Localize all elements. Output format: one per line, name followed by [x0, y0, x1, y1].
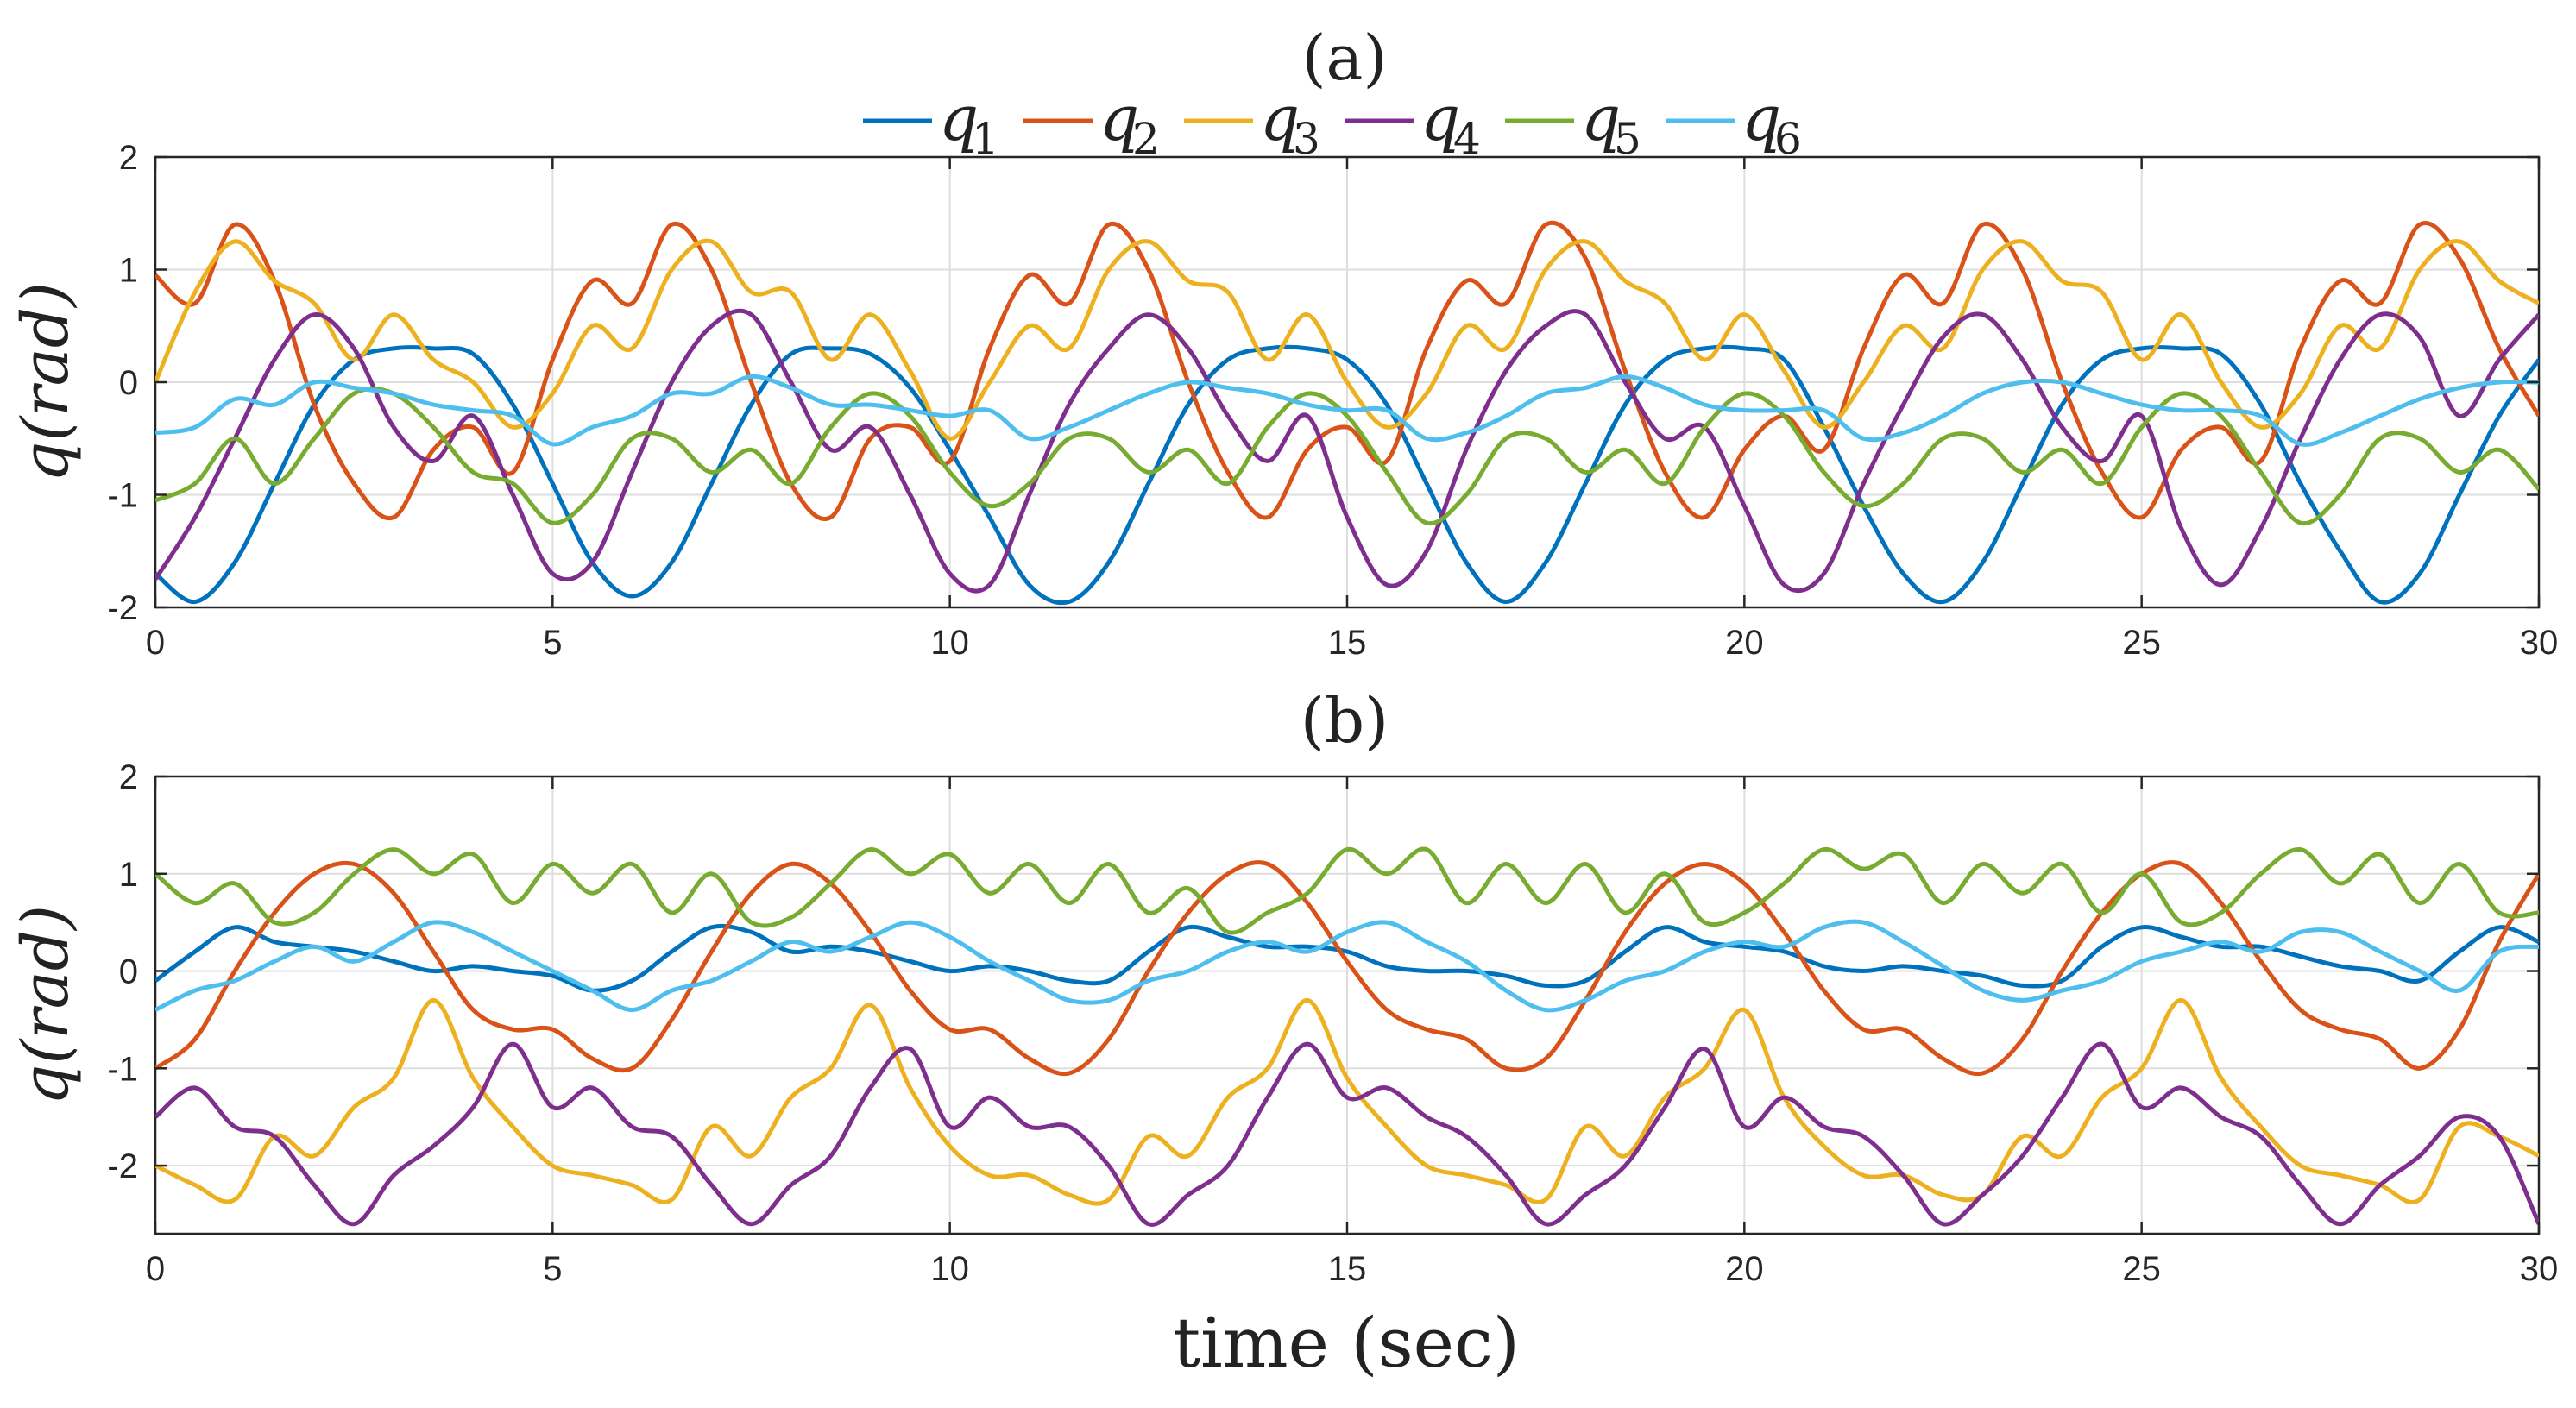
series-line-q5	[155, 846, 2539, 935]
panel-a-title: (a)	[1301, 22, 1387, 94]
panel-b-title: (b)	[1301, 684, 1389, 757]
series-line-q2	[155, 860, 2539, 1077]
x-tick-label: 0	[146, 1250, 165, 1288]
panel-b: (b) 0 5 10 15 20 25 30 -2 -1 0 1 2 q(rad) time (sec…	[9, 684, 2558, 1383]
series-line-q4	[155, 1041, 2539, 1227]
x-tick-label: 20	[1725, 624, 1764, 662]
panel-a-ticks: 0 5 10 15 20 25 30 -2 -1 0 1 2	[107, 139, 2558, 662]
series-line-q4	[155, 308, 2539, 594]
series-line-q1	[155, 344, 2539, 606]
legend-label-q6: q	[1741, 82, 1781, 154]
legend-label-q1: q	[939, 82, 979, 154]
series-line-q6	[155, 919, 2539, 1013]
panel-a-series	[155, 220, 2539, 606]
x-tick-label: 0	[146, 624, 165, 662]
x-tick-label: 30	[2520, 1250, 2559, 1288]
y-tick-label: 1	[119, 252, 138, 290]
legend-sub-q6: 6	[1774, 114, 1802, 164]
x-tick-label: 25	[2122, 624, 2161, 662]
y-tick-label: -1	[107, 477, 138, 515]
legend-label-q5: q	[1581, 82, 1621, 154]
panel-a-grid	[155, 157, 2539, 607]
legend-label-q3: q	[1260, 82, 1300, 154]
x-tick-label: 5	[543, 624, 562, 662]
legend: q1 q2 q3 q4 q5 q6	[863, 82, 1802, 164]
series-line-q5	[155, 386, 2539, 526]
y-tick-label: -2	[107, 1147, 138, 1185]
series-line-q1	[155, 923, 2539, 993]
y-tick-label: 2	[119, 758, 138, 796]
panel-b-series	[155, 846, 2539, 1227]
y-tick-label: 0	[119, 364, 138, 402]
y-tick-label: 2	[119, 139, 138, 177]
legend-sub-q4: 4	[1453, 114, 1481, 164]
series-line-q2	[155, 220, 2539, 521]
panel-b-ticks: 0 5 10 15 20 25 30 -2 -1 0 1 2	[107, 758, 2558, 1288]
x-tick-label: 5	[543, 1250, 562, 1288]
legend-sub-q2: 2	[1132, 114, 1160, 164]
panel-b-xlabel: time (sec)	[1173, 1303, 1520, 1383]
panel-a-ylabel: q(rad)	[9, 282, 83, 482]
legend-label-q4: q	[1420, 82, 1460, 154]
x-tick-label: 15	[1328, 624, 1367, 662]
panel-b-ylabel: q(rad)	[9, 905, 83, 1105]
series-line-q6	[155, 374, 2539, 447]
y-tick-label: -1	[107, 1050, 138, 1088]
x-tick-label: 10	[930, 624, 969, 662]
legend-sub-q5: 5	[1614, 114, 1641, 164]
x-tick-label: 20	[1725, 1250, 1764, 1288]
legend-sub-q1: 1	[972, 114, 999, 164]
y-tick-label: -2	[107, 589, 138, 627]
y-tick-label: 0	[119, 953, 138, 991]
series-line-q3	[155, 238, 2539, 441]
x-tick-label: 15	[1328, 1250, 1367, 1288]
legend-sub-q3: 3	[1293, 114, 1320, 164]
x-tick-label: 30	[2520, 624, 2559, 662]
x-tick-label: 10	[930, 1250, 969, 1288]
legend-label-q2: q	[1099, 82, 1139, 154]
y-tick-label: 1	[119, 856, 138, 894]
x-tick-label: 25	[2122, 1250, 2161, 1288]
series-line-q3	[155, 997, 2539, 1206]
